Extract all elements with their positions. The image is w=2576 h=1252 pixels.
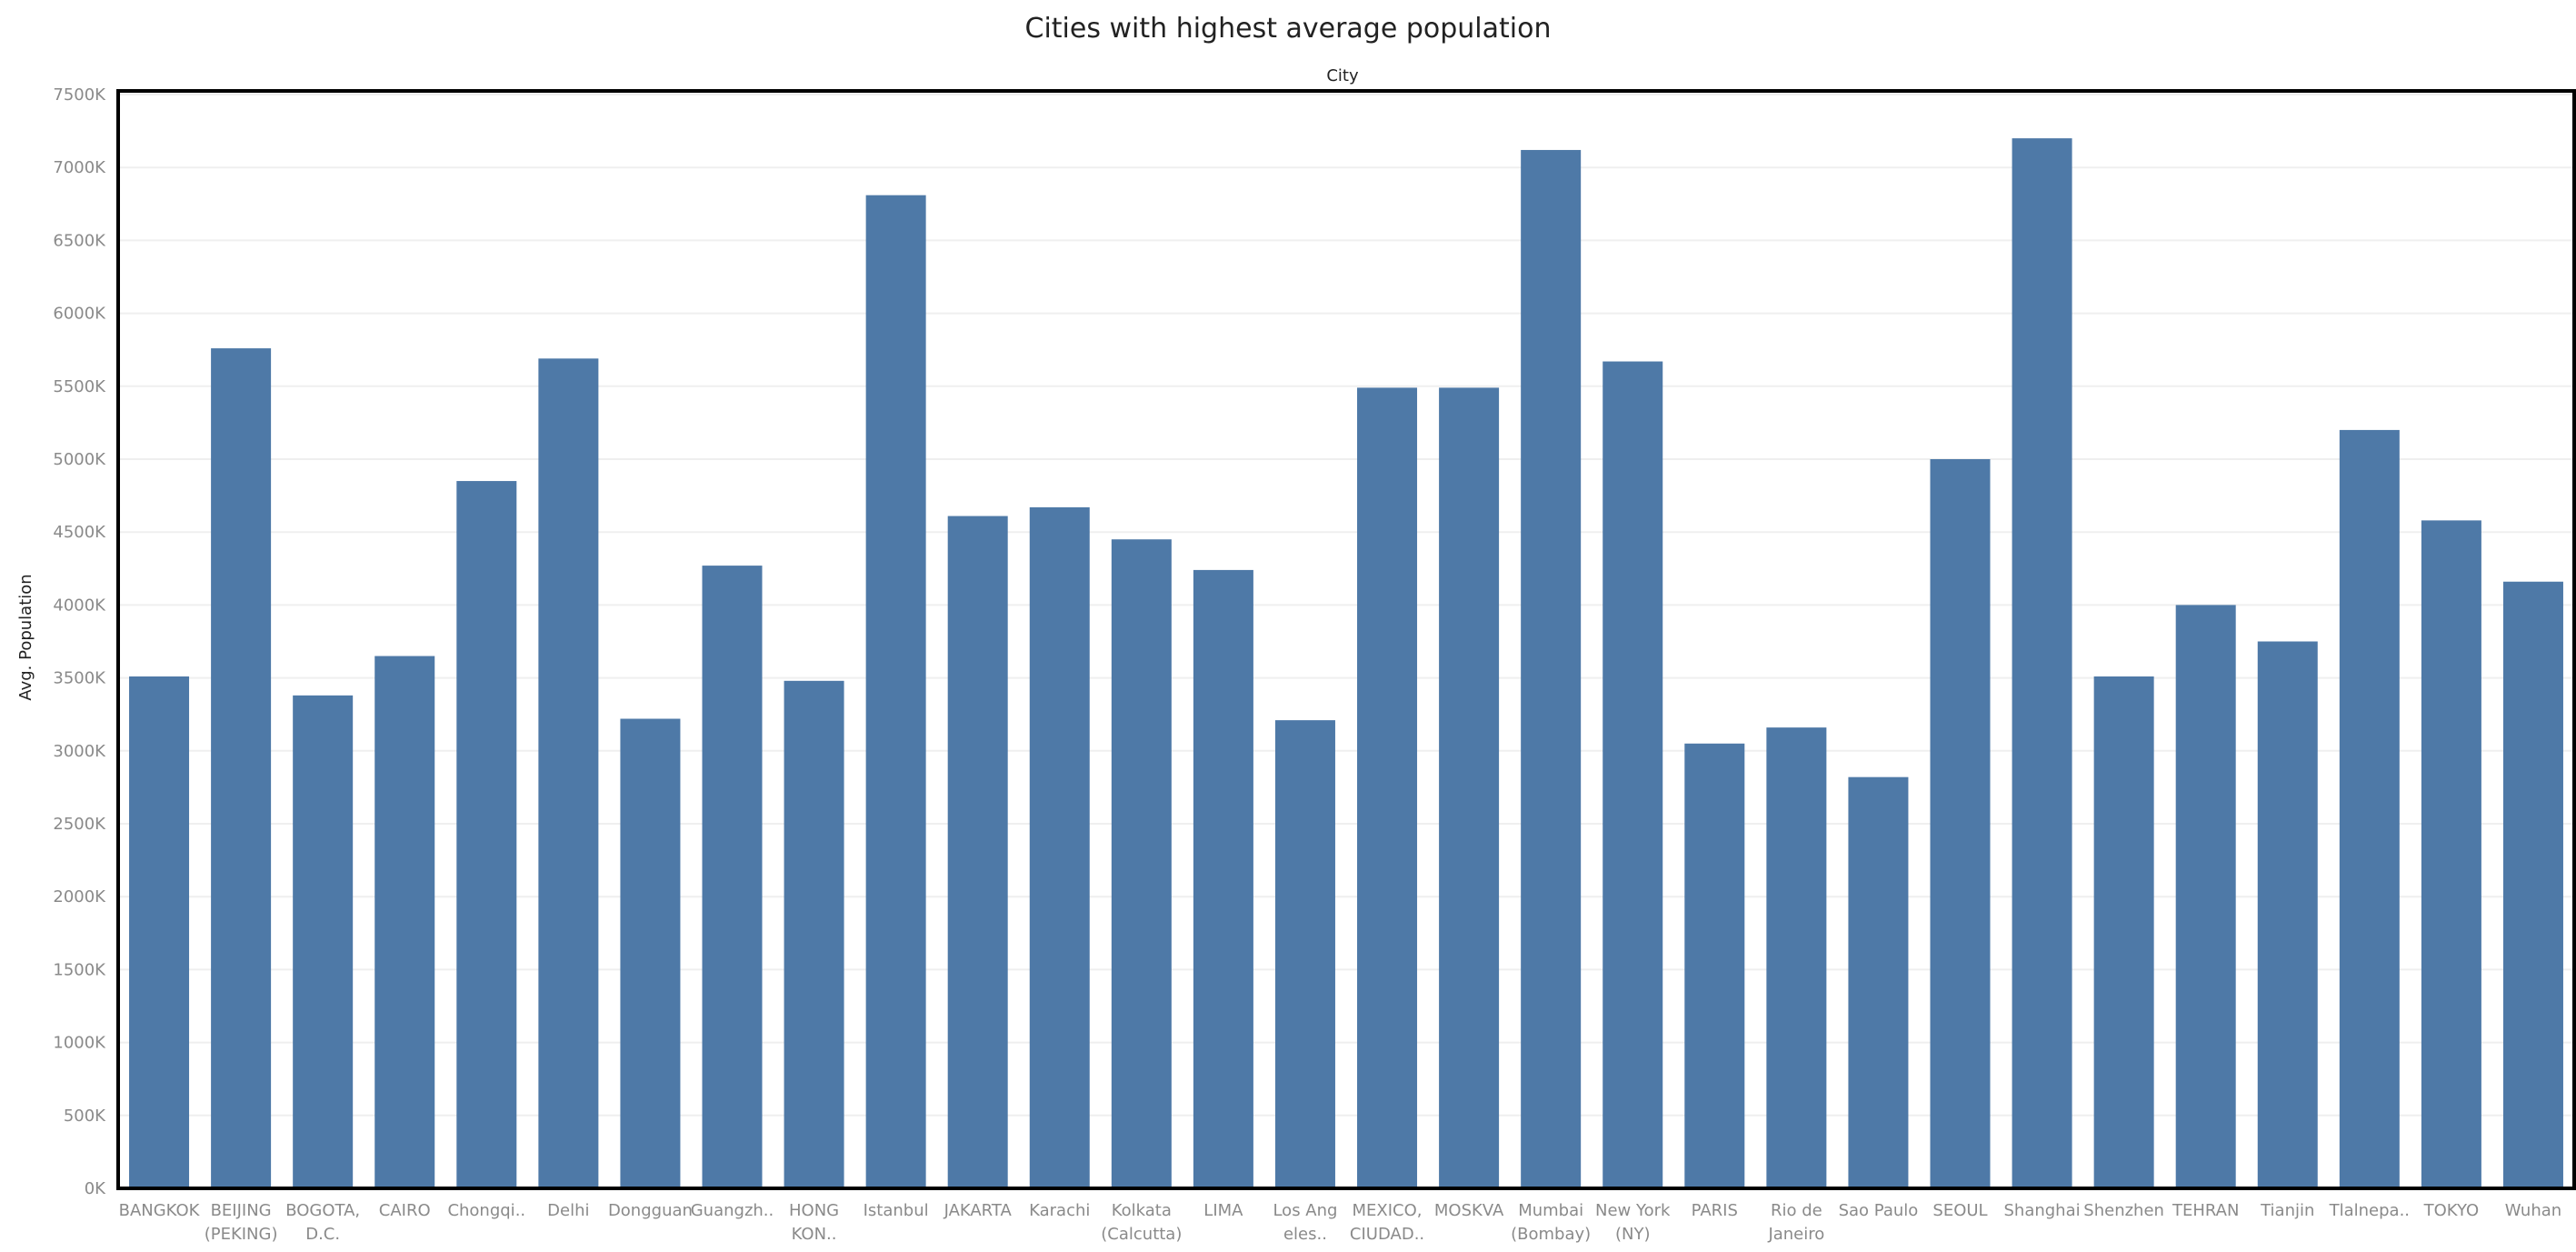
- x-tick-label: BOGOTA, D.C.: [285, 1201, 360, 1244]
- x-tick-label: Wuhan: [2505, 1201, 2561, 1220]
- x-tick-label: Shanghai: [2003, 1201, 2080, 1220]
- x-tick-label: Rio de Janeiro: [1767, 1201, 1824, 1244]
- bar: [1766, 727, 1827, 1188]
- bar: [456, 481, 517, 1188]
- x-tick-label: Tianjin: [2260, 1201, 2314, 1220]
- bar: [2012, 138, 2072, 1188]
- x-tick-label: Sao Paulo: [1839, 1201, 1919, 1220]
- bar: [1848, 776, 1909, 1188]
- x-axis-ticks: BANGKOK BEIJING (PEKING)BOGOTA, D.C. CAIRO Ch…: [119, 1201, 2562, 1244]
- x-tick-label: MEXICO, CIUDAD..: [1350, 1201, 1424, 1244]
- x-tick-label: Shenzhen: [2083, 1201, 2164, 1220]
- bar: [1029, 506, 1090, 1188]
- x-tick-label: Karachi: [1029, 1201, 1090, 1220]
- x-tick-label: Kolkata (Calcutta): [1101, 1201, 1182, 1244]
- bars: [129, 138, 2563, 1189]
- y-tick-label: 7000K: [53, 158, 106, 177]
- chart-title: Cities with highest average population: [1025, 13, 1552, 45]
- bar: [374, 656, 435, 1188]
- x-tick-label: CAIRO: [379, 1201, 431, 1220]
- bar: [2339, 429, 2400, 1188]
- bar: [702, 566, 763, 1188]
- x-tick-label: New York (NY): [1595, 1201, 1671, 1244]
- bar: [1521, 149, 1582, 1188]
- bar: [2257, 641, 2318, 1188]
- bar: [1684, 743, 1745, 1188]
- x-tick-label: LIMA: [1203, 1201, 1243, 1220]
- x-tick-label: JAKARTA: [944, 1201, 1013, 1220]
- x-tick-label: Los Ang eles..: [1273, 1201, 1337, 1244]
- x-tick-label: BANGKOK: [119, 1201, 201, 1220]
- bar: [1274, 720, 1335, 1188]
- y-axis-label: Avg. Population: [16, 574, 35, 700]
- x-tick-label: MOSKVA: [1434, 1201, 1504, 1220]
- bar: [1603, 361, 1663, 1189]
- y-tick-label: 5500K: [53, 377, 106, 396]
- bar: [1439, 387, 1500, 1188]
- y-tick-label: 1500K: [53, 960, 106, 979]
- plot-frame: [116, 89, 2576, 1190]
- x-tick-label: HONG KON..: [789, 1201, 839, 1244]
- y-tick-label: 0K: [85, 1179, 106, 1198]
- bar: [2421, 520, 2481, 1188]
- y-tick-label: 3500K: [53, 669, 106, 688]
- bar: [620, 718, 681, 1188]
- y-tick-label: 500K: [64, 1107, 106, 1126]
- y-tick-label: 7500K: [53, 85, 106, 105]
- y-axis-ticks: 0K 500K 1000K 1500K 2000K 2500K 3000K 3500K 4000…: [53, 85, 106, 1198]
- y-tick-label: 6500K: [53, 231, 106, 250]
- bar: [1930, 459, 1991, 1188]
- bar: [538, 358, 599, 1189]
- x-tick-label: TOKYO: [2423, 1201, 2480, 1220]
- x-tick-label: Delhi: [547, 1201, 589, 1220]
- x-tick-label: Mumbai (Bombay): [1511, 1201, 1591, 1244]
- y-tick-label: 4000K: [53, 596, 106, 615]
- column-header-label: City: [1326, 66, 1359, 85]
- x-tick-label: SEOUL: [1932, 1201, 1987, 1220]
- bar: [129, 676, 190, 1188]
- bar: [211, 348, 272, 1188]
- bar: [2093, 676, 2154, 1188]
- x-tick-label: Tlalnepa..: [2329, 1201, 2410, 1220]
- bar: [784, 680, 844, 1188]
- x-tick-label: Guangzh..: [691, 1201, 774, 1220]
- bar: [2502, 581, 2563, 1188]
- x-tick-label: PARIS: [1692, 1201, 1738, 1220]
- y-tick-label: 2500K: [53, 815, 106, 834]
- bar: [947, 516, 1008, 1188]
- bar: [865, 195, 926, 1188]
- x-tick-label: Istanbul: [864, 1201, 929, 1220]
- bar: [1193, 569, 1253, 1188]
- bar: [293, 695, 354, 1188]
- y-tick-label: 3000K: [53, 742, 106, 761]
- bar: [1111, 539, 1172, 1188]
- bar: [1357, 387, 1418, 1188]
- x-tick-label: BEIJING (PEKING): [205, 1201, 278, 1244]
- y-tick-label: 2000K: [53, 887, 106, 906]
- gridlines: [118, 94, 2574, 1117]
- x-tick-label: TEHRAN: [2172, 1201, 2239, 1220]
- y-tick-label: 4500K: [53, 523, 106, 542]
- x-tick-label: Dongguan: [608, 1201, 693, 1220]
- x-tick-label: Chongqi..: [447, 1201, 525, 1220]
- y-tick-label: 5000K: [53, 450, 106, 469]
- y-tick-label: 1000K: [53, 1034, 106, 1053]
- bar: [2175, 605, 2236, 1188]
- y-tick-label: 6000K: [53, 305, 106, 324]
